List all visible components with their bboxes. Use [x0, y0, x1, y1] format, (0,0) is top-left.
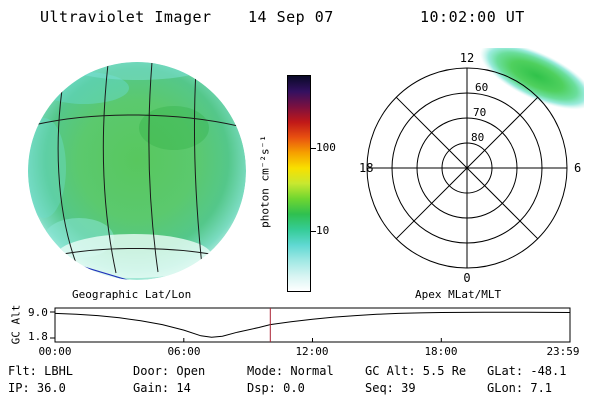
colorbar-tick-label-100: 100	[316, 141, 336, 154]
mlat-label-70: 70	[473, 106, 486, 119]
status-glon: GLon: 7.1	[487, 381, 553, 395]
gc-alt-curve	[54, 311, 571, 338]
xtick-2359: 23:59	[546, 345, 580, 358]
earth-disk-image	[28, 62, 246, 280]
airglow-patch	[139, 106, 209, 150]
strip-axis-ticks	[50, 311, 571, 342]
status-dsp: Dsp: 0.0	[247, 381, 305, 395]
status-gain: Gain: 14	[133, 381, 191, 395]
colorbar-tick-label-10: 10	[316, 224, 330, 237]
status-flt: Flt: LBHL	[8, 364, 74, 378]
mlt-label-0: 0	[463, 271, 470, 285]
status-gcalt: GC Alt: 5.5 Re	[365, 364, 467, 378]
time-label: 10:02:00 UT	[420, 8, 525, 26]
mlat-label-80: 80	[471, 131, 484, 144]
xtick-1200: 12:00	[295, 345, 329, 358]
app-title: Ultraviolet Imager	[40, 8, 212, 26]
status-glat: GLat: -48.1	[487, 364, 567, 378]
strip-frame	[54, 307, 571, 343]
mlat-label-60: 60	[475, 81, 488, 94]
gc-alt-strip	[50, 307, 571, 343]
colorbar	[287, 75, 316, 292]
status-seq: Seq: 39	[365, 381, 416, 395]
status-ip: IP: 36.0	[8, 381, 66, 395]
colorbar-tick-100	[311, 148, 316, 149]
colorbar-units-label: photon cm⁻²s⁻¹	[258, 135, 272, 228]
mlt-label-12: 12	[460, 51, 474, 65]
airglow-patch	[67, 62, 207, 80]
date-label: 14 Sep 07	[248, 8, 334, 26]
auroral-emission-blob	[479, 48, 584, 110]
colorbar-gradient	[288, 76, 310, 291]
xtick-1800: 18:00	[424, 345, 458, 358]
polar-caption: Apex MLat/MLT	[415, 288, 502, 301]
mlt-label-18: 18	[359, 161, 373, 175]
xtick-0600: 06:00	[167, 345, 201, 358]
status-mode: Mode: Normal	[247, 364, 334, 378]
polar-plot: 12 18 6 0 60 70 80	[359, 48, 584, 285]
xtick-0000: 00:00	[38, 345, 72, 358]
status-door: Door: Open	[133, 364, 206, 378]
disk-caption: Geographic Lat/Lon	[72, 288, 192, 301]
mlt-label-6: 6	[574, 161, 581, 175]
strip-ytick-top: 9.0	[28, 306, 48, 319]
mlt-spokes	[367, 68, 567, 268]
strip-ytick-bottom: 1.8	[28, 330, 48, 343]
colorbar-tick-10	[311, 231, 316, 232]
limb-glow	[56, 234, 212, 278]
airglow-patch	[28, 118, 66, 218]
